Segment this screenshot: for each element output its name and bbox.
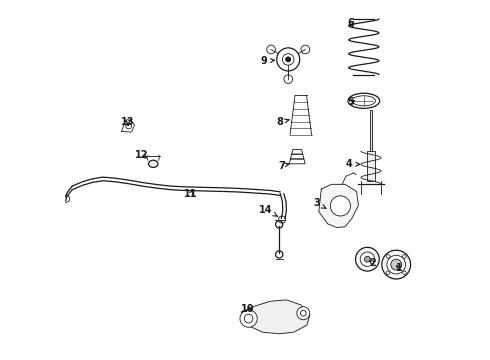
Circle shape [286, 57, 291, 62]
Circle shape [386, 255, 390, 258]
Bar [368, 151, 374, 181]
Text: 5: 5 [347, 96, 355, 107]
Circle shape [365, 256, 370, 262]
Circle shape [386, 271, 390, 275]
Text: 6: 6 [347, 18, 354, 28]
Text: 10: 10 [241, 303, 255, 314]
Text: 13: 13 [121, 117, 135, 127]
Circle shape [356, 247, 379, 271]
Circle shape [382, 250, 411, 279]
Text: 3: 3 [314, 198, 326, 208]
Text: 4: 4 [346, 159, 360, 169]
Polygon shape [242, 300, 310, 334]
Circle shape [403, 271, 406, 275]
Text: 14: 14 [259, 204, 278, 217]
Text: 7: 7 [278, 161, 289, 171]
Circle shape [387, 255, 406, 274]
Text: 12: 12 [135, 150, 148, 160]
Polygon shape [319, 184, 358, 228]
Circle shape [403, 255, 406, 258]
Text: 9: 9 [261, 56, 274, 66]
Circle shape [391, 259, 402, 270]
Circle shape [330, 196, 350, 216]
Text: 1: 1 [396, 263, 403, 273]
Text: 11: 11 [184, 189, 197, 199]
Ellipse shape [148, 160, 158, 167]
Bar [370, 110, 372, 151]
Text: 2: 2 [369, 258, 376, 268]
Circle shape [240, 310, 257, 327]
Circle shape [297, 307, 310, 320]
Text: 8: 8 [276, 117, 289, 127]
Circle shape [360, 252, 374, 266]
